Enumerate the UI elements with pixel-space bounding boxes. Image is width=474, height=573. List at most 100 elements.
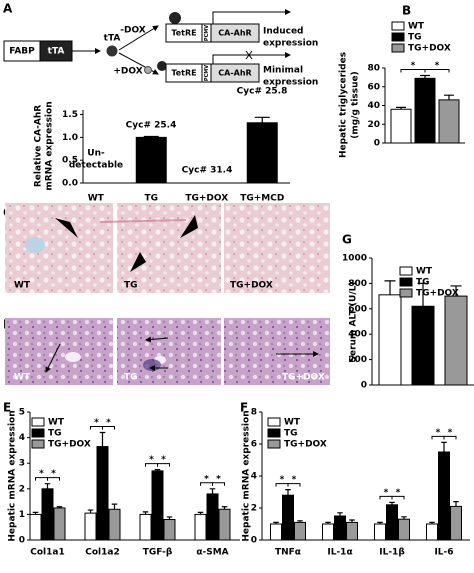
y-tick-label: 1.5: [62, 110, 78, 120]
x-tick-label: TG+MCD: [240, 194, 284, 204]
error-bar: [349, 519, 355, 523]
significance-marker: *: [435, 61, 440, 71]
legend-swatch: [391, 21, 405, 31]
bar: [282, 494, 294, 541]
tetre-label: TetRE: [171, 29, 196, 38]
bar: [322, 523, 334, 541]
y-tick-label: 0.0: [62, 179, 78, 189]
legend-label: WT: [284, 418, 301, 428]
error-bar: [254, 116, 270, 123]
x-tick-label: IL-1α: [327, 548, 352, 558]
legend-swatch: [31, 417, 45, 427]
legend-label: TG: [408, 33, 422, 43]
bar: [135, 136, 167, 184]
legend-label: WT: [48, 418, 65, 428]
significance-marker: *: [292, 475, 297, 485]
error-bar: [154, 469, 161, 471]
error-bar: [142, 511, 149, 515]
y-axis-label: Hepatic triglycerides: [339, 52, 349, 158]
fibrosis: [99, 219, 187, 223]
dox: [144, 66, 152, 74]
transgene-label: CA-AhR: [218, 29, 251, 38]
bar: [206, 493, 219, 541]
error-bar: [143, 135, 159, 138]
error-bar: [401, 516, 407, 520]
significance-marker: *: [106, 418, 111, 428]
significance-marker: *: [161, 455, 166, 465]
transgene-label: CA-AhR: [218, 69, 251, 78]
arrowhead: [55, 218, 78, 238]
y-tick-label: 60: [367, 82, 380, 92]
transactivator-protein: tTA: [104, 34, 121, 44]
bar: [108, 508, 121, 541]
y-tick-label: 4: [19, 433, 25, 443]
arrow: [118, 25, 159, 51]
x-tick-label: TG+DOX: [185, 194, 228, 204]
vessel: [65, 352, 81, 362]
error-bar: [285, 489, 291, 496]
error-bar: [429, 521, 435, 524]
significance-bracket: [157, 463, 170, 467]
error-bar: [221, 506, 228, 510]
panel-label: B: [402, 4, 411, 18]
infiltrate: [143, 359, 161, 371]
error-bar: [99, 431, 106, 447]
x-tick-label: WT: [88, 194, 105, 204]
bar: [163, 519, 176, 541]
arrow: [45, 343, 61, 373]
error-bar: [297, 520, 303, 523]
y-axis-label: mRNA expression: [45, 101, 55, 190]
legend-label: TG+DOX: [416, 289, 459, 299]
tetre-label: TetRE: [171, 69, 196, 78]
significance-bracket: [391, 495, 405, 500]
y-axis-label: Relative CA-AhR: [34, 105, 44, 187]
image-label: TG+DOX: [230, 281, 273, 291]
y-tick-label: 1000: [342, 254, 367, 264]
micrograph: [224, 203, 330, 293]
bar: [438, 451, 450, 541]
micrograph: [117, 203, 221, 293]
legend-swatch: [399, 266, 413, 276]
arrow: [212, 52, 291, 64]
error-bar: [166, 516, 173, 520]
bar: [426, 523, 438, 541]
significance-marker: *: [94, 418, 99, 428]
legend-label: TG: [48, 429, 62, 439]
significance-marker: *: [411, 61, 416, 71]
tta-protein: [106, 45, 118, 57]
significance-marker: *: [384, 488, 389, 498]
transgene-box: [210, 23, 260, 43]
y-tick-label: 0: [361, 381, 367, 391]
error-bar: [56, 506, 63, 508]
error-bar: [444, 94, 454, 100]
significance-marker: *: [448, 428, 453, 438]
construct-diagram: FABP tTA tTA -DOX +DOX TetRE PCMV CA-AhR…: [3, 9, 318, 88]
y-axis-label: Hepatic mRNA expression: [8, 410, 18, 541]
y-tick-label: 0: [19, 536, 25, 546]
annotation: Cyc# 31.4: [182, 166, 233, 176]
bar: [270, 523, 282, 541]
induced-label: Induced: [263, 27, 304, 37]
y-tick-label: 20: [367, 120, 380, 130]
error-bar: [197, 511, 204, 515]
significance-marker: *: [51, 469, 56, 479]
promoter-label: FABP: [9, 47, 35, 57]
y-axis-label: Serum ALT (U/L): [349, 282, 359, 363]
tta-unbound: [157, 61, 167, 71]
block-mark: [245, 50, 253, 60]
y-tick-label: 8: [251, 408, 257, 418]
bar: [334, 515, 346, 541]
bar: [53, 507, 66, 541]
bar: [139, 513, 152, 541]
y-tick-label: 2: [251, 504, 257, 514]
error-bar: [389, 501, 395, 505]
legend-label: WT: [408, 22, 425, 32]
error-bar: [377, 521, 383, 524]
bar: [378, 294, 402, 386]
arrowhead: [130, 252, 146, 272]
legend-swatch: [391, 43, 405, 53]
y-tick-label: 1.0: [62, 133, 78, 143]
annotation: detectable: [69, 161, 123, 171]
significance-bracket: [424, 69, 450, 73]
bar: [450, 505, 462, 541]
